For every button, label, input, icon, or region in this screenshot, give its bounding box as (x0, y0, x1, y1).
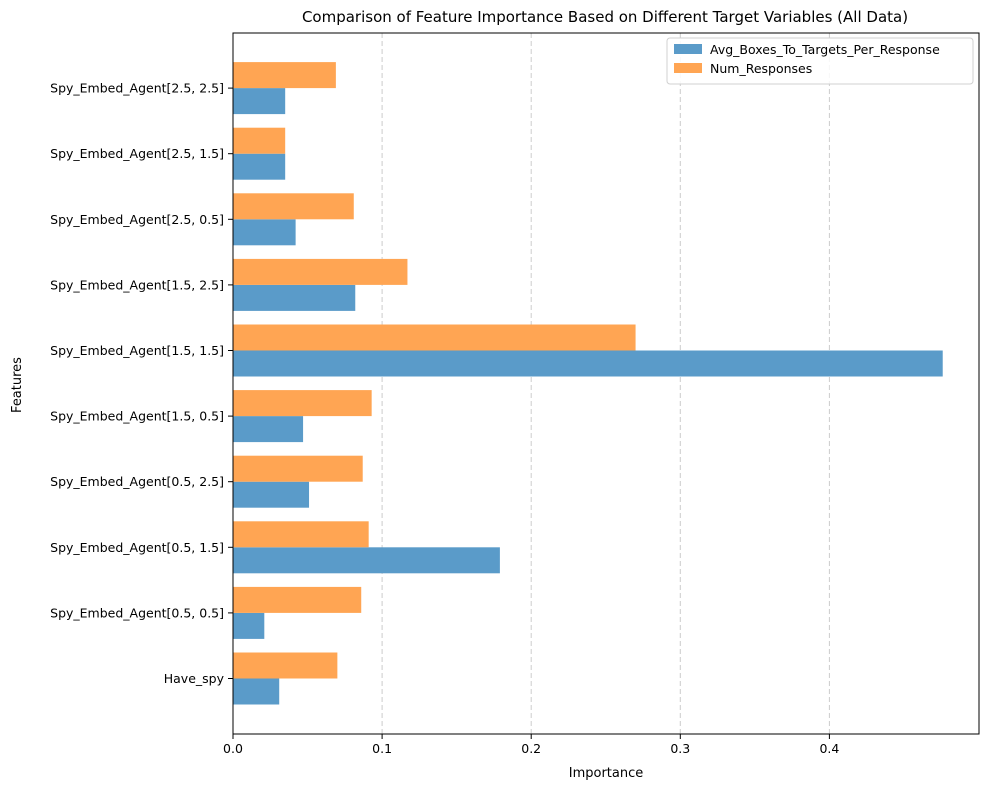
axes-box (232, 32, 980, 735)
legend-label: Num_Responses (710, 61, 812, 76)
bar-num-responses (233, 652, 338, 679)
x-tick-label: 0.0 (223, 741, 243, 756)
bar-num-responses (233, 390, 372, 417)
y-tick-label: Spy_Embed_Agent[1.5, 1.5] (50, 343, 224, 358)
y-tick-label: Spy_Embed_Agent[0.5, 1.5] (50, 540, 224, 555)
legend-swatch (674, 44, 702, 54)
legend-swatch (674, 63, 702, 73)
y-axis-ticks: Have_spy Spy_Embed_Agent[0.5, 0.5] Spy_Emb… (50, 81, 233, 686)
bar-num-responses (233, 521, 369, 548)
y-axis-label: Features (10, 357, 25, 413)
bar-num-responses (233, 127, 286, 154)
bar-avg-boxes (233, 678, 280, 705)
bar-avg-boxes (233, 350, 943, 377)
legend: Avg_Boxes_To_Targets_Per_Response Num_Res… (666, 37, 974, 85)
x-tick-label: 0.1 (372, 741, 392, 756)
y-tick-label: Spy_Embed_Agent[2.5, 2.5] (50, 81, 224, 96)
legend-label: Avg_Boxes_To_Targets_Per_Response (710, 42, 940, 57)
bar-num-responses (233, 258, 408, 285)
bar-num-responses (233, 62, 336, 89)
y-tick-label: Spy_Embed_Agent[0.5, 2.5] (50, 474, 224, 489)
plot-frame (232, 32, 980, 735)
y-tick-label: Spy_Embed_Agent[1.5, 2.5] (50, 277, 224, 292)
y-tick-label: Spy_Embed_Agent[1.5, 0.5] (50, 409, 224, 424)
bar-avg-boxes (233, 416, 304, 443)
bars (233, 62, 943, 705)
bar-avg-boxes (233, 481, 310, 508)
bar-avg-boxes (233, 547, 500, 574)
bar-avg-boxes (233, 612, 265, 639)
y-tick-label: Spy_Embed_Agent[2.5, 0.5] (50, 212, 224, 227)
x-axis-label: Importance (569, 766, 644, 781)
legend-box (666, 37, 974, 85)
grid-lines (381, 33, 830, 734)
y-tick-label: Have_spy (164, 671, 225, 686)
bar-num-responses (233, 193, 354, 220)
bar-avg-boxes (233, 284, 356, 311)
x-tick-label: 0.2 (521, 741, 541, 756)
y-tick-label: Spy_Embed_Agent[2.5, 1.5] (50, 146, 224, 161)
x-tick-label: 0.4 (819, 741, 839, 756)
bar-avg-boxes (233, 153, 286, 180)
bar-avg-boxes (233, 219, 296, 246)
chart-title: Comparison of Feature Importance Based o… (302, 8, 908, 26)
bar-num-responses (233, 455, 363, 482)
y-tick-label: Spy_Embed_Agent[0.5, 0.5] (50, 605, 224, 620)
x-axis-ticks: 0.0 0.1 0.2 0.3 0.4 (223, 734, 839, 756)
bar-num-responses (233, 324, 636, 351)
bar-avg-boxes (233, 88, 286, 115)
x-tick-label: 0.3 (670, 741, 690, 756)
bar-num-responses (233, 586, 362, 613)
